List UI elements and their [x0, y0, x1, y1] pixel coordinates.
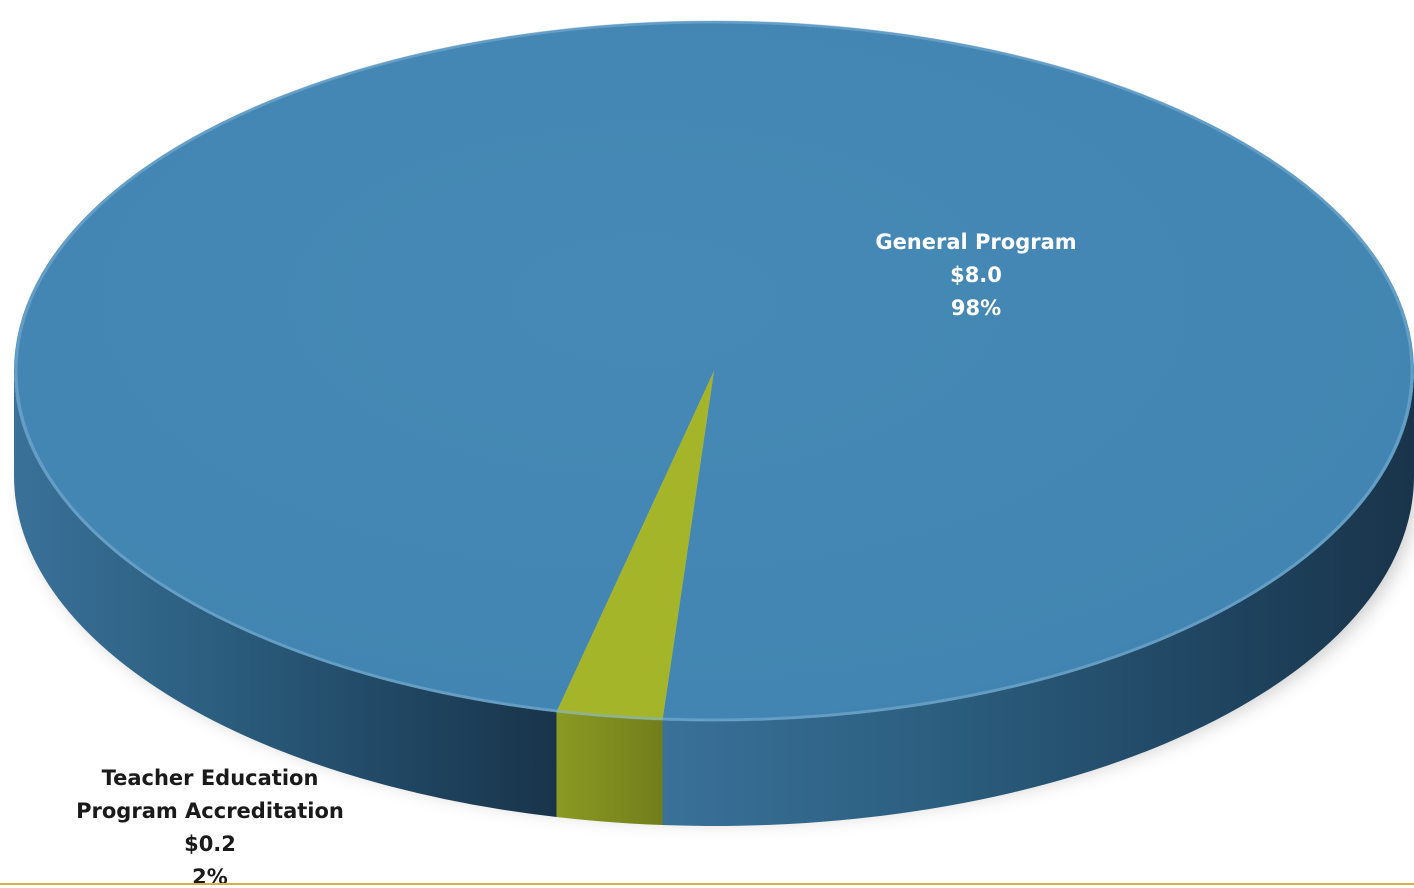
slice-value-general-program: $8.0	[950, 263, 1002, 287]
pie-side-layer	[14, 371, 1414, 826]
pie-slice-teacher-education	[556, 371, 714, 721]
slice-percent-general-program: 98%	[950, 296, 1002, 320]
slice-name-teacher-education-line1: Teacher Education	[101, 766, 319, 790]
slice-label-general-program: General Program $8.0 98%	[860, 226, 1092, 325]
pie-side-general-program	[662, 371, 1414, 826]
slice-value-teacher-education: $0.2	[184, 832, 236, 856]
pie-top-layer	[13, 20, 1414, 722]
slice-name-teacher-education-line2: Program Accreditation	[76, 799, 344, 823]
slice-name-general-program: General Program	[875, 230, 1077, 254]
pie-rim-highlight	[14, 20, 1414, 722]
slice-label-teacher-education: Teacher Education Program Accreditation …	[40, 762, 380, 888]
bottom-accent-rule	[0, 883, 1414, 885]
pie-slice-general-program	[13, 20, 1414, 721]
pie-side-teacher-education	[556, 712, 663, 826]
pie-side-general-program-1	[14, 371, 557, 818]
slice-percent-teacher-education: 2%	[192, 865, 228, 888]
